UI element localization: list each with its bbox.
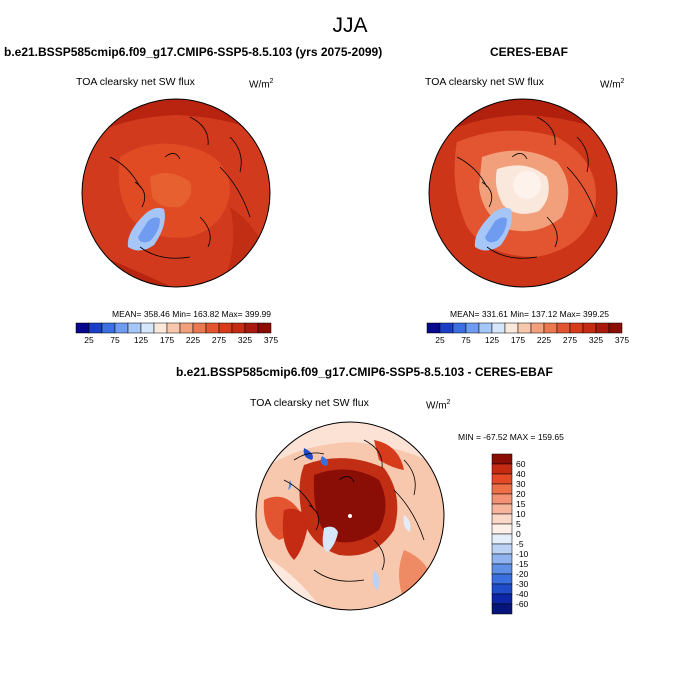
panel3-colorbar-tick-label: 30 — [516, 479, 526, 489]
panel2-title: CERES-EBAF — [490, 45, 569, 59]
panel3-title: b.e21.BSSP585cmip6.f09_g17.CMIP6-SSP5-8.… — [176, 365, 553, 379]
panel3-colorbar-swatch — [491, 573, 513, 585]
panel1-colorbar-tick-label: 25 — [84, 335, 94, 345]
panel3-colorbar-tick-label: 15 — [516, 499, 526, 509]
panel1-colorbar-tick-label: 125 — [134, 335, 148, 345]
panel3-colorbar-tick-label: -15 — [516, 559, 529, 569]
panel2-colorbar-swatch — [491, 322, 506, 334]
panel1-colorbar-tick-label: 75 — [110, 335, 120, 345]
panel3-colorbar-tick-label: 5 — [516, 519, 521, 529]
panel1-colorbar-swatch — [88, 322, 103, 334]
panel3-colorbar-swatch — [491, 553, 513, 565]
panel3-colorbar-tick-label: 0 — [516, 529, 521, 539]
panel1-colorbar-swatch — [127, 322, 142, 334]
panel3-colorbar-tick-label: -60 — [516, 599, 529, 609]
panel1-polar-map — [81, 98, 271, 288]
panel1-colorbar-swatch — [140, 322, 155, 334]
panel2-colorbar-tick-label: 75 — [461, 335, 471, 345]
panel2-colorbar-swatch — [582, 322, 597, 334]
panel3-colorbar-swatch — [491, 473, 513, 485]
panel2-variable: TOA clearsky net SW flux — [425, 76, 544, 88]
panel3-variable: TOA clearsky net SW flux — [250, 397, 369, 409]
panel2-colorbar-tick-label: 125 — [485, 335, 499, 345]
panel2-colorbar-swatch — [517, 322, 532, 334]
panel1-colorbar-swatch — [101, 322, 116, 334]
figure-title: JJA — [332, 14, 368, 37]
panel2-colorbar-swatch — [543, 322, 558, 334]
panel1-colorbar-swatch — [231, 322, 246, 334]
panel2-colorbar-swatch — [556, 322, 571, 334]
panel1-colorbar: 25 75 125 175 225 275 325 375 — [75, 322, 278, 345]
panel3-colorbar-swatch — [491, 503, 513, 515]
panel3-colorbar-swatch — [491, 533, 513, 545]
panel3-colorbar-swatch — [491, 583, 513, 595]
panel2-colorbar-swatch — [426, 322, 441, 334]
panel1-colorbar-tick-label: 275 — [212, 335, 226, 345]
panel1-colorbar-swatch — [205, 322, 220, 334]
panel2-colorbar-tick-label: 375 — [615, 335, 629, 345]
panel1-colorbar-swatch — [114, 322, 129, 334]
panel3-colorbar-tick-label: 60 — [516, 459, 526, 469]
panel3-colorbar-swatch — [491, 543, 513, 555]
panel2-colorbar-swatch — [439, 322, 454, 334]
panel3-colorbar-swatch — [491, 493, 513, 505]
panel3-polar-map — [255, 421, 445, 611]
panel1-colorbar-swatch — [179, 322, 194, 334]
panel2-colorbar-tick-label: 225 — [537, 335, 551, 345]
panel2-colorbar-swatch — [452, 322, 467, 334]
panel3-colorbar-tick-label: 10 — [516, 509, 526, 519]
panel2-colorbar-swatch — [530, 322, 545, 334]
panel3-colorbar-tick-label: 40 — [516, 469, 526, 479]
panel2-colorbar-swatch — [504, 322, 519, 334]
panel2-colorbar-tick-label: 25 — [435, 335, 445, 345]
panel2-colorbar-tick-label: 325 — [589, 335, 603, 345]
panel3-colorbar-tick-label: -30 — [516, 579, 529, 589]
panel1-colorbar-swatch — [244, 322, 259, 334]
panel1-colorbar-tick-label: 375 — [264, 335, 278, 345]
panel2-colorbar-tick-label: 175 — [511, 335, 525, 345]
panel3-colorbar-tick-label: -5 — [516, 539, 524, 549]
panel3-colorbar-swatch — [491, 513, 513, 525]
panel3-colorbar-swatch — [491, 593, 513, 605]
panel2-units: W/m2 — [600, 78, 625, 91]
panel1-colorbar-swatch — [153, 322, 168, 334]
panel3-stats: MIN = -67.52 MAX = 159.65 — [458, 432, 564, 442]
panel2-colorbar-swatch — [465, 322, 480, 334]
panel1-stats: MEAN= 358.46 Min= 163.82 Max= 399.99 — [112, 309, 272, 319]
panel3-colorbar-swatch — [491, 453, 513, 465]
panel3-colorbar-swatch — [491, 523, 513, 535]
panel3-colorbar-tick-label: -20 — [516, 569, 529, 579]
panel3-colorbar-swatch — [491, 463, 513, 475]
panel1-colorbar-swatch — [218, 322, 233, 334]
panel3-colorbar-swatch — [491, 483, 513, 495]
panel3-colorbar-tick-label: -40 — [516, 589, 529, 599]
panel2-colorbar-swatch — [595, 322, 610, 334]
panel3-units: W/m2 — [426, 399, 451, 412]
panel2-colorbar-tick-label: 275 — [563, 335, 577, 345]
panel1-colorbar-swatch — [166, 322, 181, 334]
panel1-colorbar-swatch — [192, 322, 207, 334]
panel2-polar-map — [428, 98, 618, 288]
panel2-colorbar-swatch — [608, 322, 623, 334]
panel3-colorbar-tick-label: 20 — [516, 489, 526, 499]
panel1-colorbar-tick-label: 175 — [160, 335, 174, 345]
panel3-colorbar-swatch — [491, 603, 513, 615]
panel1-colorbar-tick-label: 225 — [186, 335, 200, 345]
panel2-colorbar: 25 75 125 175 225 275 325 375 — [426, 322, 629, 345]
panel1-colorbar-swatch — [75, 322, 90, 334]
panel1-colorbar-swatch — [257, 322, 272, 334]
panel1-units: W/m2 — [249, 78, 274, 91]
panel2-colorbar-swatch — [569, 322, 584, 334]
panel2-stats: MEAN= 331.61 Min= 137.12 Max= 399.25 — [450, 309, 610, 319]
panel1-colorbar-tick-label: 325 — [238, 335, 252, 345]
panel3-colorbar-swatch — [491, 563, 513, 575]
panel3-colorbar-tick-label: -10 — [516, 549, 529, 559]
panel2-colorbar-swatch — [478, 322, 493, 334]
panel1-variable: TOA clearsky net SW flux — [76, 76, 195, 88]
panel1-title: b.e21.BSSP585cmip6.f09_g17.CMIP6-SSP5-8.… — [4, 45, 383, 59]
